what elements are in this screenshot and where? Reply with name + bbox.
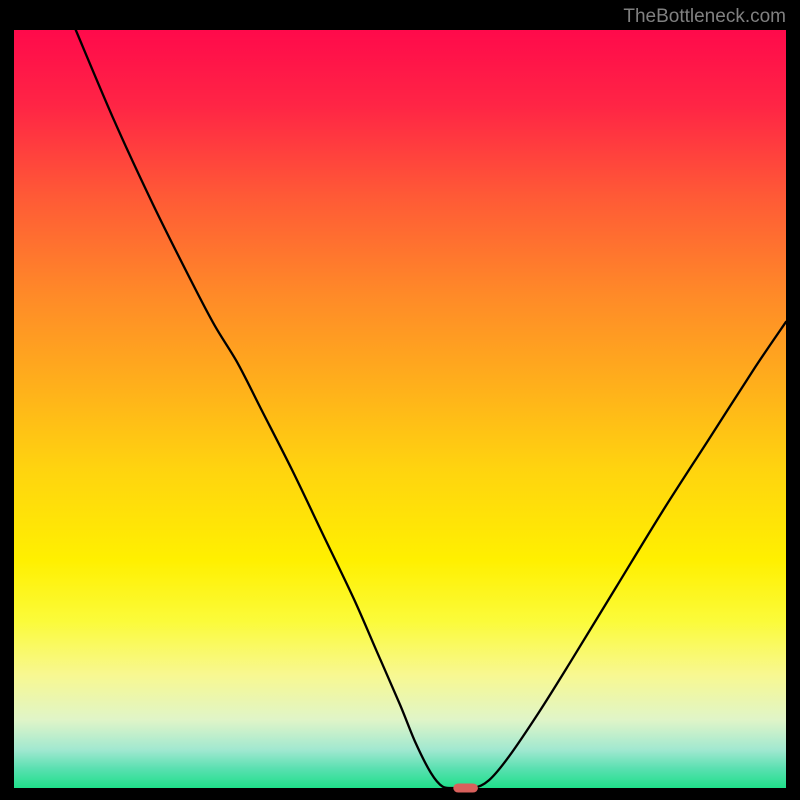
chart-svg bbox=[0, 0, 800, 800]
bottleneck-chart bbox=[0, 0, 800, 800]
source-watermark: TheBottleneck.com bbox=[623, 6, 786, 28]
chart-gradient-background bbox=[14, 30, 786, 788]
optimal-point-marker bbox=[453, 783, 478, 792]
